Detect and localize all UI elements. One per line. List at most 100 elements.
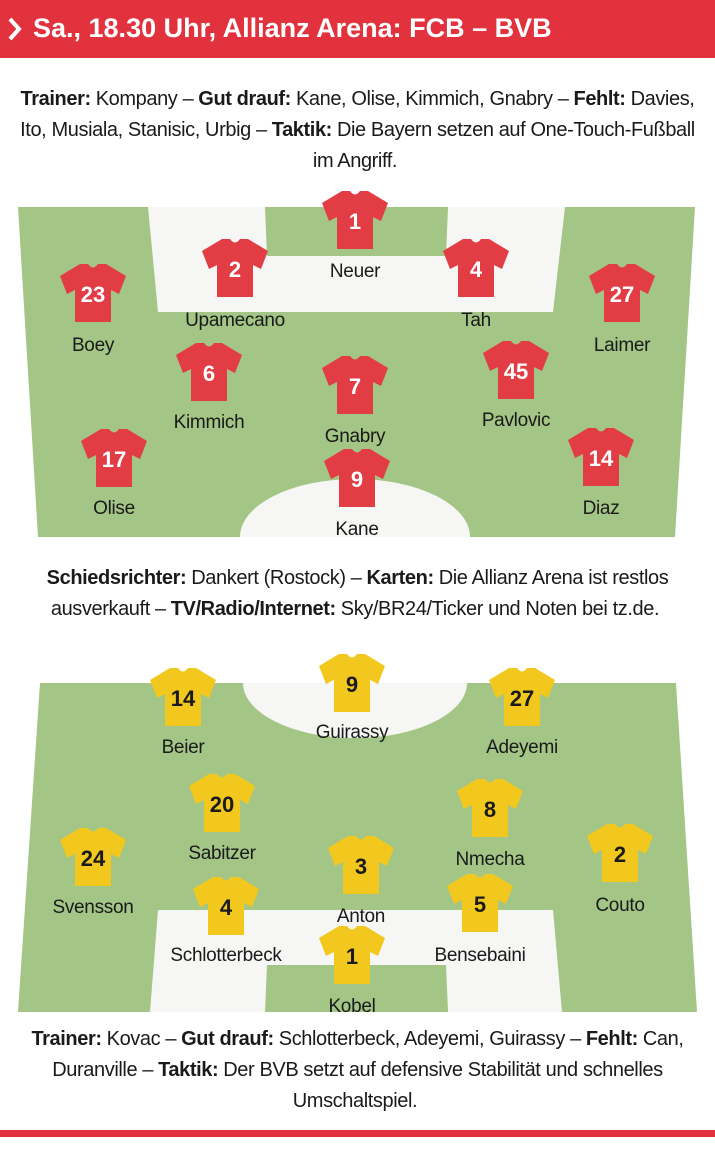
jersey-number: 24 (81, 846, 106, 871)
jersey (457, 779, 523, 837)
info-label: Trainer: (31, 1028, 102, 1050)
jersey (322, 356, 388, 414)
info-text: Schlotterbeck, Adeyemi, Guirassy – (278, 1028, 581, 1050)
player: 9 Guirassy (316, 654, 389, 743)
jersey (176, 343, 242, 401)
player: 5 Bensebaini (434, 874, 526, 966)
jersey (568, 428, 634, 486)
players: 1Neuer2Upamecano4Tah23Boey27Laimer6Kimmi… (52, 191, 655, 1017)
jersey (193, 877, 259, 935)
jersey (319, 654, 385, 712)
jersey-number: 27 (510, 686, 534, 711)
jersey-number: 27 (610, 282, 634, 307)
jersey-number: 1 (346, 944, 358, 969)
player: 23 Boey (60, 264, 126, 356)
info-label: Schiedsrichter: (46, 567, 187, 589)
jersey-number: 4 (220, 895, 233, 920)
jersey (489, 668, 555, 726)
player-name: Svensson (52, 897, 133, 918)
player: 27 Adeyemi (486, 668, 558, 758)
player: 7 Gnabry (322, 356, 388, 447)
jersey-number: 45 (504, 359, 528, 384)
jersey-number: 3 (355, 854, 367, 879)
match-info: Schiedsrichter: Dankert (Rostock) – Karten… (18, 563, 697, 625)
player: 1 Kobel (319, 926, 385, 1017)
info-text: Kovac – (106, 1028, 177, 1050)
jersey-number: 8 (484, 797, 496, 822)
info-text: Sky/BR24/Ticker und Noten bei tz.de. (340, 598, 660, 620)
info-text: Die Allianz Arena ist restlos ausverkauf… (50, 567, 669, 620)
player: 14 Diaz (568, 428, 634, 519)
jersey (60, 264, 126, 322)
jersey-number: 14 (171, 686, 196, 711)
info-text: Can, Duranville – (52, 1028, 684, 1081)
player: 17 Olise (81, 429, 147, 519)
jersey (587, 824, 653, 882)
jersey-number: 6 (203, 361, 215, 386)
jersey (202, 239, 268, 297)
info-label: TV/Radio/Internet: (170, 598, 336, 620)
player: 6 Kimmich (174, 343, 245, 433)
info-label: Gut drauf: (181, 1028, 274, 1050)
info-label: Taktik: (158, 1059, 219, 1081)
player-name: Neuer (330, 261, 381, 282)
home-info: Trainer: Kompany – Gut drauf: Kane, Olise, … (18, 84, 697, 177)
chevron (8, 17, 22, 41)
goal-box (265, 965, 448, 1012)
player-name: Tah (461, 310, 491, 331)
player-name: Beier (162, 737, 206, 758)
jersey-number: 17 (102, 447, 126, 472)
jersey (328, 836, 394, 894)
info-label: Taktik: (271, 119, 333, 141)
info-label: Trainer: (20, 88, 92, 110)
player: 4 Schlotterbeck (170, 877, 283, 966)
footer-bar (0, 1130, 715, 1137)
player-name: Nmecha (456, 849, 526, 870)
player-name: Kobel (328, 996, 375, 1017)
player: 27 Laimer (589, 264, 655, 356)
header-bar (0, 0, 715, 58)
jersey (81, 429, 147, 487)
jersey-number: 2 (614, 842, 626, 867)
player-name: Bensebaini (434, 945, 525, 966)
player-name: Schlotterbeck (170, 945, 282, 966)
player-name: Guirassy (316, 722, 389, 743)
info-label: Fehlt: (573, 88, 626, 110)
jersey-number: 7 (349, 374, 361, 399)
player: 9 Kane (324, 449, 390, 540)
jersey-number: 14 (589, 446, 614, 471)
player: 2 Upamecano (185, 239, 285, 331)
jersey (319, 926, 385, 984)
player-name: Kane (335, 519, 378, 540)
player-name: Boey (72, 335, 115, 356)
info-text: Die Bayern setzen auf One-Touch-Fußball … (312, 119, 695, 172)
jersey (324, 449, 390, 507)
jersey-number: 5 (474, 892, 486, 917)
header-title: Sa., 18.30 Uhr, Allianz Arena: FCB – BVB (33, 13, 552, 43)
player: 45 Pavlovic (482, 341, 550, 431)
jersey-number: 20 (210, 792, 234, 817)
info-text: Kane, Olise, Kimmich, Gnabry – (295, 88, 569, 110)
info-label: Fehlt: (585, 1028, 638, 1050)
jersey (589, 264, 655, 322)
player-name: Sabitzer (188, 843, 256, 864)
jersey-number: 9 (346, 672, 358, 697)
info-text: Kompany – (95, 88, 194, 110)
player-name: Kimmich (174, 412, 245, 433)
player: 24 Svensson (52, 828, 134, 918)
player-name: Upamecano (185, 310, 285, 331)
jersey (483, 341, 549, 399)
jersey (60, 828, 126, 886)
player-name: Gnabry (325, 426, 386, 447)
jersey (443, 239, 509, 297)
jersey (189, 774, 255, 832)
player: 2 Couto (587, 824, 653, 916)
jersey-number: 9 (351, 467, 363, 492)
info-text: Dankert (Rostock) – (191, 567, 362, 589)
player: 8 Nmecha (456, 779, 526, 870)
center-circle (240, 479, 470, 537)
jersey-number: 23 (81, 282, 105, 307)
away-info: Trainer: Kovac – Gut drauf: Schlotterbeck, … (18, 1024, 697, 1117)
